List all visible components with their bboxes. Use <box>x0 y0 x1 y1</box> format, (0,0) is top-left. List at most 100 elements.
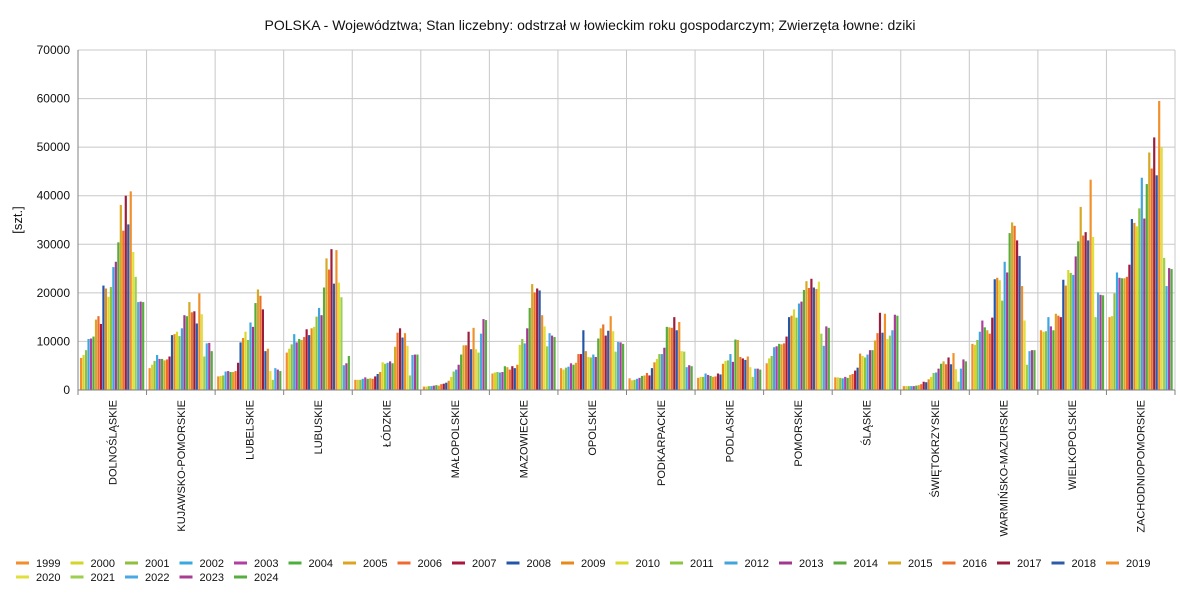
bar-2024-8 <box>690 366 693 390</box>
y-tick-label: 60000 <box>37 92 71 106</box>
bar-2019-12 <box>952 353 955 390</box>
bar-2005-12 <box>917 385 920 390</box>
bar-2020-11 <box>886 339 889 390</box>
bar-2012-10 <box>797 303 801 390</box>
series-2023 <box>139 268 1171 390</box>
bar-2000-4 <box>356 379 359 390</box>
bar-2009-4 <box>379 372 382 390</box>
bar-2018-2 <box>264 351 267 390</box>
bar-2022-0 <box>137 302 140 390</box>
x-tick-label: PODLASKIE <box>724 400 736 462</box>
bar-2023-6 <box>550 335 554 390</box>
bar-2004-11 <box>846 377 849 390</box>
bar-2017-0 <box>124 195 127 390</box>
series-2000 <box>82 316 1114 390</box>
bar-2012-2 <box>249 322 252 390</box>
bar-2014-14 <box>1077 241 1080 390</box>
bar-2002-13 <box>978 331 981 390</box>
bar-2021-4 <box>408 375 412 390</box>
bar-2024-9 <box>759 369 762 390</box>
bar-2024-6 <box>553 337 556 390</box>
bar-2021-10 <box>820 333 823 390</box>
bar-2013-10 <box>800 301 803 390</box>
bar-2005-4 <box>369 378 372 390</box>
bar-2022-14 <box>1096 292 1100 390</box>
legend-label: 1999 <box>36 558 60 570</box>
series-2022 <box>137 286 1168 390</box>
bar-2010-5 <box>450 376 453 390</box>
gridlines <box>77 49 1176 391</box>
bar-2014-15 <box>1145 184 1148 390</box>
legend-item-2023: 2023 <box>179 572 224 584</box>
bar-2002-2 <box>224 371 227 390</box>
bar-2002-5 <box>430 386 433 390</box>
bar-2019-4 <box>403 333 407 390</box>
x-tick-label: PODKARPACKIE <box>656 400 668 486</box>
series-2006 <box>97 276 1128 390</box>
bar-2014-11 <box>871 350 874 390</box>
bar-2000-9 <box>699 376 702 390</box>
bar-2012-11 <box>866 354 869 390</box>
bar-2003-2 <box>227 371 230 390</box>
bar-2004-10 <box>778 343 781 390</box>
bar-2006-11 <box>851 373 854 390</box>
bar-2002-8 <box>635 378 639 390</box>
bar-2011-4 <box>384 363 387 390</box>
x-tick-label: LUBUSKIE <box>313 400 325 454</box>
bar-2016-8 <box>670 327 673 390</box>
bar-2022-13 <box>1028 351 1031 390</box>
bar-1999-10 <box>765 363 768 390</box>
bar-2000-3 <box>288 348 291 390</box>
legend-label: 2022 <box>145 572 169 584</box>
bar-2009-7 <box>584 351 587 390</box>
bar-2006-14 <box>1057 315 1060 390</box>
legend-label: 2007 <box>472 558 496 570</box>
bar-2021-14 <box>1094 317 1097 390</box>
x-tick-label: ŚLĄSKIE <box>861 400 874 446</box>
y-tick-label: 30000 <box>37 237 71 251</box>
bar-2008-9 <box>719 374 722 390</box>
bar-2003-15 <box>1118 277 1121 390</box>
axes <box>77 50 1176 395</box>
bar-1999-13 <box>971 343 974 390</box>
legend-label: 2024 <box>254 572 278 584</box>
bar-2021-2 <box>271 379 274 390</box>
bar-2020-12 <box>954 369 958 390</box>
bar-2018-6 <box>538 290 541 390</box>
bar-2018-10 <box>812 287 815 390</box>
bar-2003-10 <box>775 346 778 390</box>
bar-1999-15 <box>1108 317 1111 390</box>
bar-2010-15 <box>1135 226 1138 390</box>
bar-2022-2 <box>274 368 277 390</box>
bar-2013-12 <box>937 368 940 390</box>
bar-2019-8 <box>678 322 681 390</box>
legend-label: 2017 <box>1017 558 1041 570</box>
bar-1999-11 <box>834 377 837 390</box>
bar-2006-10 <box>783 343 786 390</box>
bar-2006-7 <box>577 354 580 390</box>
bar-2014-2 <box>254 303 257 390</box>
bar-2012-13 <box>1003 261 1006 390</box>
bar-2013-9 <box>731 361 735 390</box>
bar-2001-1 <box>153 360 156 390</box>
bar-2009-11 <box>859 353 862 390</box>
bar-2004-13 <box>983 327 986 390</box>
bar-2003-8 <box>638 377 641 390</box>
legend-label: 2021 <box>91 572 115 584</box>
bar-2001-3 <box>290 344 293 390</box>
chart-title: POLSKA - Województwa; Stan liczebny: ods… <box>265 17 916 33</box>
bar-2015-15 <box>1148 152 1151 390</box>
bar-2015-4 <box>393 346 397 390</box>
bar-2006-3 <box>303 337 306 390</box>
bar-2018-7 <box>607 330 610 390</box>
bar-2007-11 <box>854 370 857 390</box>
bar-2020-8 <box>680 351 683 390</box>
bar-2019-11 <box>883 313 887 390</box>
bar-1999-14 <box>1039 330 1043 390</box>
legend-item-2007: 2007 <box>452 558 496 570</box>
bar-2012-3 <box>317 307 321 390</box>
bar-2016-0 <box>122 230 125 390</box>
bar-2003-1 <box>158 358 161 390</box>
legend-item-2024: 2024 <box>234 572 278 584</box>
